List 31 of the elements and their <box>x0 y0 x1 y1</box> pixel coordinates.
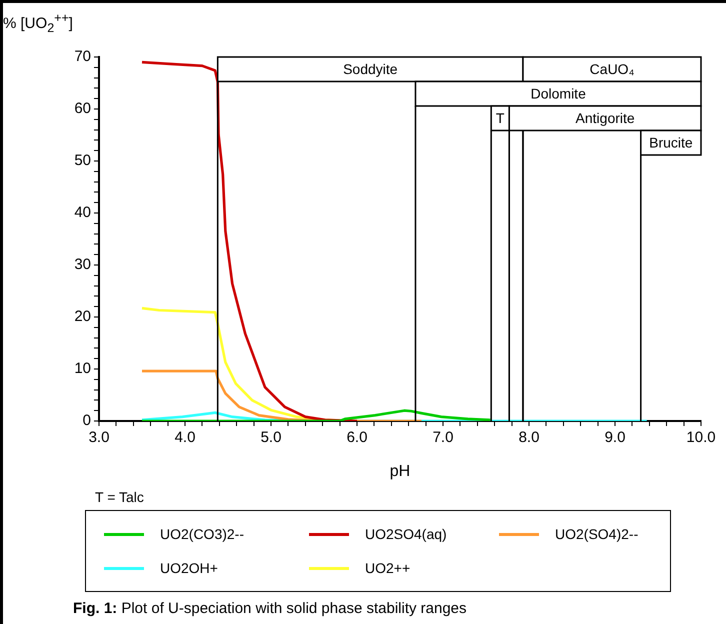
x-tick-label: 9.0 <box>604 429 626 446</box>
y-axis-title: % [UO$_{2}$$^{++}$] <box>3 11 73 35</box>
band-label: T <box>496 110 505 126</box>
y-tick-label: 50 <box>74 152 91 170</box>
band-label: Dolomite <box>530 86 586 102</box>
legend-label: UO2(CO3)2-- <box>160 526 244 542</box>
y-tick-label: 30 <box>74 256 91 274</box>
x-tick-label: 3.0 <box>88 429 110 446</box>
y-tick-label: 0 <box>82 412 91 430</box>
y-tick-label: 40 <box>74 204 91 222</box>
x-tick-label: 6.0 <box>346 429 368 446</box>
y-tick-label: 10 <box>74 360 91 378</box>
x-tick-label: 10.0 <box>686 429 716 446</box>
legend-label: UO2++ <box>365 560 410 576</box>
band-label: Soddyite <box>343 61 398 78</box>
band-label: Antigorite <box>576 110 635 126</box>
y-tick-label: 60 <box>74 100 91 118</box>
x-tick-label: 4.0 <box>174 429 196 446</box>
x-tick-label: 7.0 <box>432 429 454 446</box>
legend-label: UO2(SO4)2-- <box>555 526 638 542</box>
legend-label: UO2SO4(aq) <box>365 526 447 542</box>
y-tick-label: 70 <box>74 48 91 66</box>
x-axis-title: pH <box>390 462 410 480</box>
legend-label: UO2OH+ <box>160 560 218 576</box>
band-label: CaUO₄ <box>590 61 635 78</box>
y-tick-label: 20 <box>74 308 91 326</box>
x-tick-label: 8.0 <box>518 429 540 446</box>
band-label: Brucite <box>649 134 693 151</box>
x-tick-label: 5.0 <box>260 429 282 446</box>
caption: Fig. 1: Plot of U-speciation with solid phase stability ranges <box>73 600 467 617</box>
text: T = Talc <box>95 489 144 505</box>
